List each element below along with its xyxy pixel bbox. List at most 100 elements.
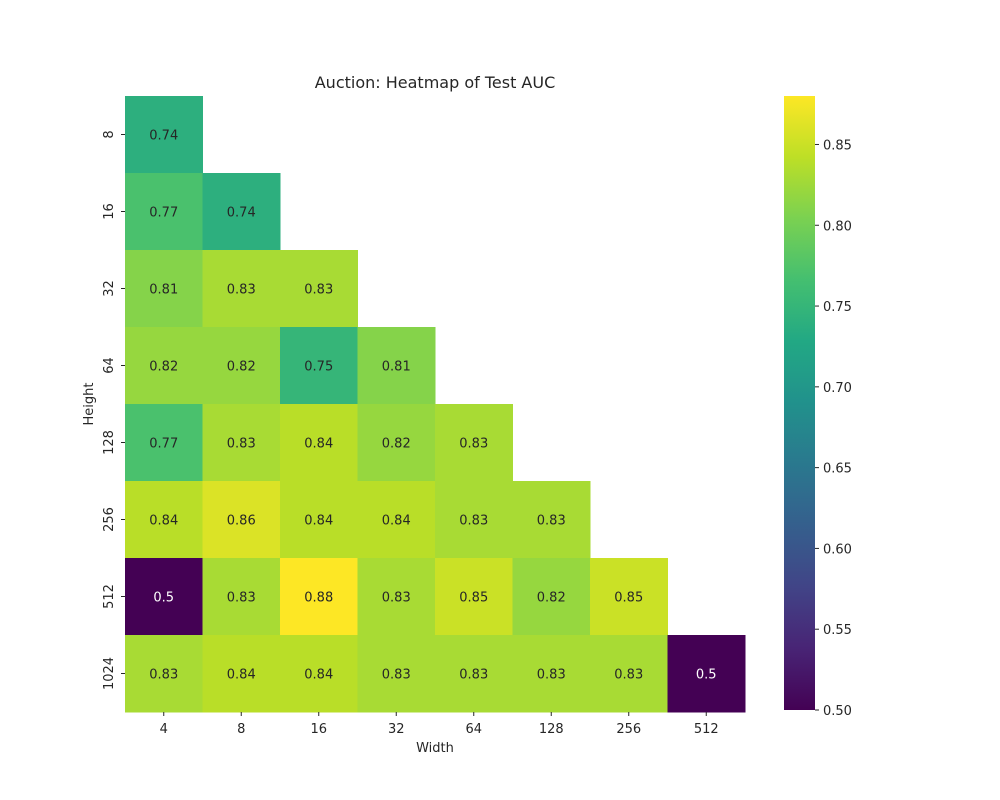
cell-value-label: 0.82 (537, 591, 566, 606)
cell-value-label: 0.83 (382, 668, 411, 683)
colorbar (784, 96, 815, 710)
cell-value-label: 0.85 (459, 591, 488, 606)
colorbar-tick-label: 0.75 (823, 300, 852, 315)
y-tick-label: 64 (102, 357, 117, 374)
heatmap-cell (280, 250, 358, 328)
y-tick-label: 512 (102, 584, 117, 609)
heatmap-cell (125, 481, 203, 559)
heatmap-cell (202, 558, 281, 636)
cell-value-label: 0.81 (149, 283, 178, 298)
heatmap-cell (280, 635, 358, 713)
heatmap-cell (125, 558, 203, 636)
cell-value-label: 0.75 (304, 360, 333, 375)
y-tick-label: 256 (102, 507, 117, 532)
cell-value-label: 0.83 (149, 668, 178, 683)
cell-value-label: 0.83 (382, 591, 411, 606)
chart-title: Auction: Heatmap of Test AUC (315, 73, 556, 92)
colorbar-tick-label: 0.85 (823, 138, 852, 153)
colorbar-tick-label: 0.65 (823, 462, 852, 477)
y-tick-label: 1024 (102, 657, 117, 690)
heatmap-cell (512, 558, 591, 636)
cell-value-label: 0.83 (459, 668, 488, 683)
cell-value-label: 0.84 (227, 668, 256, 683)
x-tick-label: 128 (539, 722, 564, 737)
heatmap-cell (357, 635, 436, 713)
y-axis-label: Height (82, 383, 97, 426)
heatmap-cell (435, 635, 513, 713)
heatmap-cell (590, 635, 668, 713)
cell-value-label: 0.82 (149, 360, 178, 375)
heatmap-cell (125, 96, 203, 174)
cell-value-label: 0.82 (382, 437, 411, 452)
cell-value-label: 0.84 (382, 514, 411, 529)
heatmap-cell (512, 635, 591, 713)
cell-value-label: 0.82 (227, 360, 256, 375)
cell-value-label: 0.5 (696, 668, 717, 683)
heatmap-cell (125, 327, 203, 405)
heatmap-cell (125, 635, 203, 713)
x-tick-label: 256 (616, 722, 641, 737)
cell-value-label: 0.84 (304, 514, 333, 529)
cell-value-label: 0.74 (227, 206, 256, 221)
cell-value-label: 0.77 (149, 206, 178, 221)
colorbar-tick-label: 0.80 (823, 219, 852, 234)
heatmap-cells: 0.74 0.77 0.74 0.81 0.83 0.83 0.82 0.82 0.75 0.81… (125, 96, 746, 713)
y-tick-label: 32 (102, 280, 117, 297)
heatmap-cell (357, 558, 436, 636)
cell-value-label: 0.85 (614, 591, 643, 606)
cell-value-label: 0.83 (459, 514, 488, 529)
cell-value-label: 0.84 (304, 437, 333, 452)
cell-value-label: 0.81 (382, 360, 411, 375)
x-axis-ticks: 4 8 16 32 64 128 256 512 (160, 712, 719, 737)
heatmap-cell (125, 404, 203, 482)
cell-value-label: 0.86 (227, 514, 256, 529)
colorbar-tick-label: 0.70 (823, 381, 852, 396)
cell-value-label: 0.88 (304, 591, 333, 606)
cell-value-label: 0.77 (149, 437, 178, 452)
heatmap-cell (202, 481, 281, 559)
heatmap-cell (202, 327, 281, 405)
y-tick-label: 128 (102, 430, 117, 455)
heatmap-cell (125, 250, 203, 328)
cell-value-label: 0.83 (227, 591, 256, 606)
cell-value-label: 0.83 (227, 437, 256, 452)
cell-value-label: 0.84 (304, 668, 333, 683)
cell-value-label: 0.83 (537, 514, 566, 529)
heatmap-cell (512, 481, 591, 559)
y-axis-ticks: 8 16 32 64 128 256 512 1024 (102, 130, 125, 690)
heatmap-cell (280, 558, 358, 636)
heatmap-cell (357, 481, 436, 559)
cell-value-label: 0.83 (459, 437, 488, 452)
cell-value-label: 0.83 (304, 283, 333, 298)
colorbar-tick-label: 0.55 (823, 623, 852, 638)
cell-value-label: 0.83 (227, 283, 256, 298)
heatmap-cell (202, 404, 281, 482)
heatmap-cell (202, 635, 281, 713)
y-tick-label: 8 (102, 130, 117, 138)
heatmap-cell (280, 404, 358, 482)
heatmap-cell (202, 173, 281, 251)
heatmap-cell (280, 327, 358, 405)
cell-value-label: 0.84 (149, 514, 178, 529)
heatmap-cell (435, 481, 513, 559)
x-tick-label: 4 (160, 722, 168, 737)
heatmap-cell (357, 327, 436, 405)
heatmap-cell (202, 250, 281, 328)
x-axis-label: Width (416, 741, 454, 756)
x-tick-label: 512 (694, 722, 719, 737)
y-tick-label: 16 (102, 203, 117, 220)
colorbar-tick-label: 0.60 (823, 542, 852, 557)
colorbar-ticks: 0.50 0.55 0.60 0.65 0.70 0.75 0.80 0.85 (815, 138, 852, 719)
x-tick-label: 64 (465, 722, 482, 737)
x-tick-label: 16 (310, 722, 327, 737)
heatmap-cell (590, 558, 668, 636)
cell-value-label: 0.74 (149, 129, 178, 144)
cell-value-label: 0.83 (614, 668, 643, 683)
cell-value-label: 0.83 (537, 668, 566, 683)
heatmap-cell (280, 481, 358, 559)
heatmap-cell (357, 404, 436, 482)
colorbar-tick-label: 0.50 (823, 704, 852, 719)
heatmap-cell (667, 635, 746, 713)
x-tick-label: 32 (388, 722, 405, 737)
